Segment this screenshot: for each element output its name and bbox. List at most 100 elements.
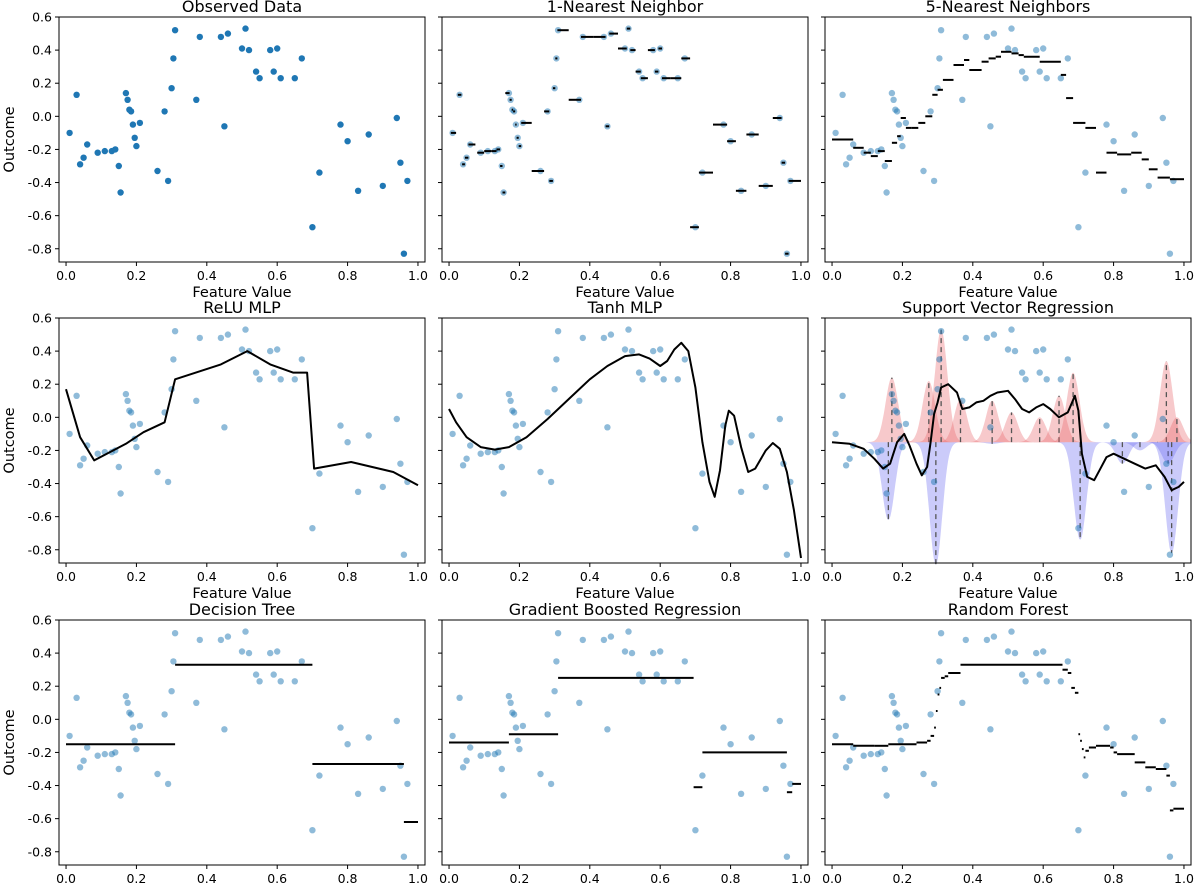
data-point xyxy=(783,551,791,558)
data-point xyxy=(238,45,246,52)
x-tick-label: 1.0 xyxy=(791,268,811,283)
data-point xyxy=(878,749,885,756)
svr-positive-kernel xyxy=(1151,417,1191,443)
data-point xyxy=(832,430,839,438)
data-point xyxy=(983,33,991,41)
data-point xyxy=(639,678,646,685)
data-point xyxy=(881,162,888,170)
data-point xyxy=(1011,46,1019,54)
data-point xyxy=(354,488,362,495)
data-point xyxy=(84,141,91,148)
data-point xyxy=(660,376,667,383)
x-tick-label: 0.2 xyxy=(509,569,529,584)
data-point xyxy=(547,478,555,486)
x-tick-label: 0.6 xyxy=(267,871,287,884)
data-point xyxy=(657,648,664,655)
data-point xyxy=(787,780,794,788)
data-point xyxy=(883,792,890,799)
subplot-title: Gradient Boosted Regression xyxy=(509,600,742,619)
subplot-7: 0.0 0.2 0.4 0.6 0.8 1.0 0.6 0.4 0.2 0.0 -0.2 -0.4 -0… xyxy=(2,600,428,886)
data-point xyxy=(1103,121,1110,128)
x-tick-label: 0.8 xyxy=(1104,871,1124,884)
y-tick-label: 0.6 xyxy=(32,613,52,628)
x-tick-label: 0.4 xyxy=(580,871,600,884)
x-tick-label: 0.4 xyxy=(580,268,600,283)
y-tick-label: 0.2 xyxy=(32,679,52,694)
data-point xyxy=(242,326,249,333)
data-point xyxy=(270,671,277,678)
data-point xyxy=(962,636,969,644)
data-point xyxy=(1120,488,1128,495)
data-point xyxy=(547,780,555,788)
data-point xyxy=(883,189,890,196)
data-point xyxy=(238,648,246,655)
subplot-title: Random Forest xyxy=(948,600,1068,619)
data-point xyxy=(1110,439,1117,446)
data-point xyxy=(1166,551,1174,558)
y-tick-label: 0.0 xyxy=(32,712,52,727)
subplot-title: Support Vector Regression xyxy=(902,298,1114,317)
data-point xyxy=(277,678,284,685)
data-point xyxy=(1043,75,1050,82)
y-tick-label: -0.4 xyxy=(28,778,52,793)
axes-frame xyxy=(824,16,1192,263)
y-tick-label: -0.6 xyxy=(28,509,52,524)
data-point xyxy=(94,752,101,759)
data-point xyxy=(893,409,901,416)
data-point xyxy=(467,442,474,449)
data-point xyxy=(242,628,249,635)
data-point xyxy=(554,630,562,637)
data-point xyxy=(168,688,175,695)
data-point xyxy=(650,347,657,355)
data-point xyxy=(270,369,277,376)
data-point xyxy=(987,726,994,733)
data-point xyxy=(337,422,344,429)
data-point xyxy=(867,750,874,758)
data-point xyxy=(477,752,484,759)
data-point xyxy=(252,671,260,678)
data-point xyxy=(242,25,249,32)
data-point xyxy=(674,678,681,685)
x-axis-label: Feature Value xyxy=(192,586,291,602)
data-point xyxy=(600,636,608,644)
data-point xyxy=(1036,369,1043,376)
data-point xyxy=(628,649,636,657)
data-point xyxy=(1159,717,1167,725)
data-point xyxy=(1163,460,1170,467)
x-tick-label: 0.0 xyxy=(439,871,459,884)
data-point xyxy=(80,455,87,462)
subplot-5: 0.0 0.2 0.4 0.6 0.8 1.0 Tanh MLP Feature Value xyxy=(438,298,811,602)
x-tick-label: 0.0 xyxy=(822,871,842,884)
x-tick-label: 1.0 xyxy=(408,268,428,283)
data-point xyxy=(66,129,73,137)
x-tick-label: 0.0 xyxy=(56,871,76,884)
data-point xyxy=(936,55,943,62)
x-tick-label: 0.0 xyxy=(56,569,76,584)
data-point xyxy=(1004,45,1012,52)
data-point xyxy=(115,162,123,170)
data-point xyxy=(397,159,404,166)
data-point xyxy=(267,649,274,657)
data-point xyxy=(537,468,544,476)
data-point xyxy=(136,420,144,428)
x-tick-label: 0.8 xyxy=(1104,569,1124,584)
data-point xyxy=(94,149,101,156)
data-point xyxy=(316,470,323,477)
data-point xyxy=(1008,25,1015,32)
data-point xyxy=(930,780,938,788)
data-point xyxy=(983,334,991,342)
data-point xyxy=(316,169,323,176)
data-point xyxy=(604,424,611,431)
data-point xyxy=(365,734,372,741)
axes-frame xyxy=(58,16,426,263)
x-tick-label: 1.0 xyxy=(1174,268,1194,283)
data-point xyxy=(1166,853,1174,860)
subplot-3: 0.0 0.2 0.4 0.6 0.8 1.0 5-Nearest Neighbors Fea… xyxy=(821,0,1194,301)
data-point xyxy=(171,328,179,335)
data-point xyxy=(221,123,228,130)
data-point xyxy=(934,386,941,393)
axes-frame xyxy=(441,619,809,866)
subplot-title: Observed Data xyxy=(182,0,302,16)
